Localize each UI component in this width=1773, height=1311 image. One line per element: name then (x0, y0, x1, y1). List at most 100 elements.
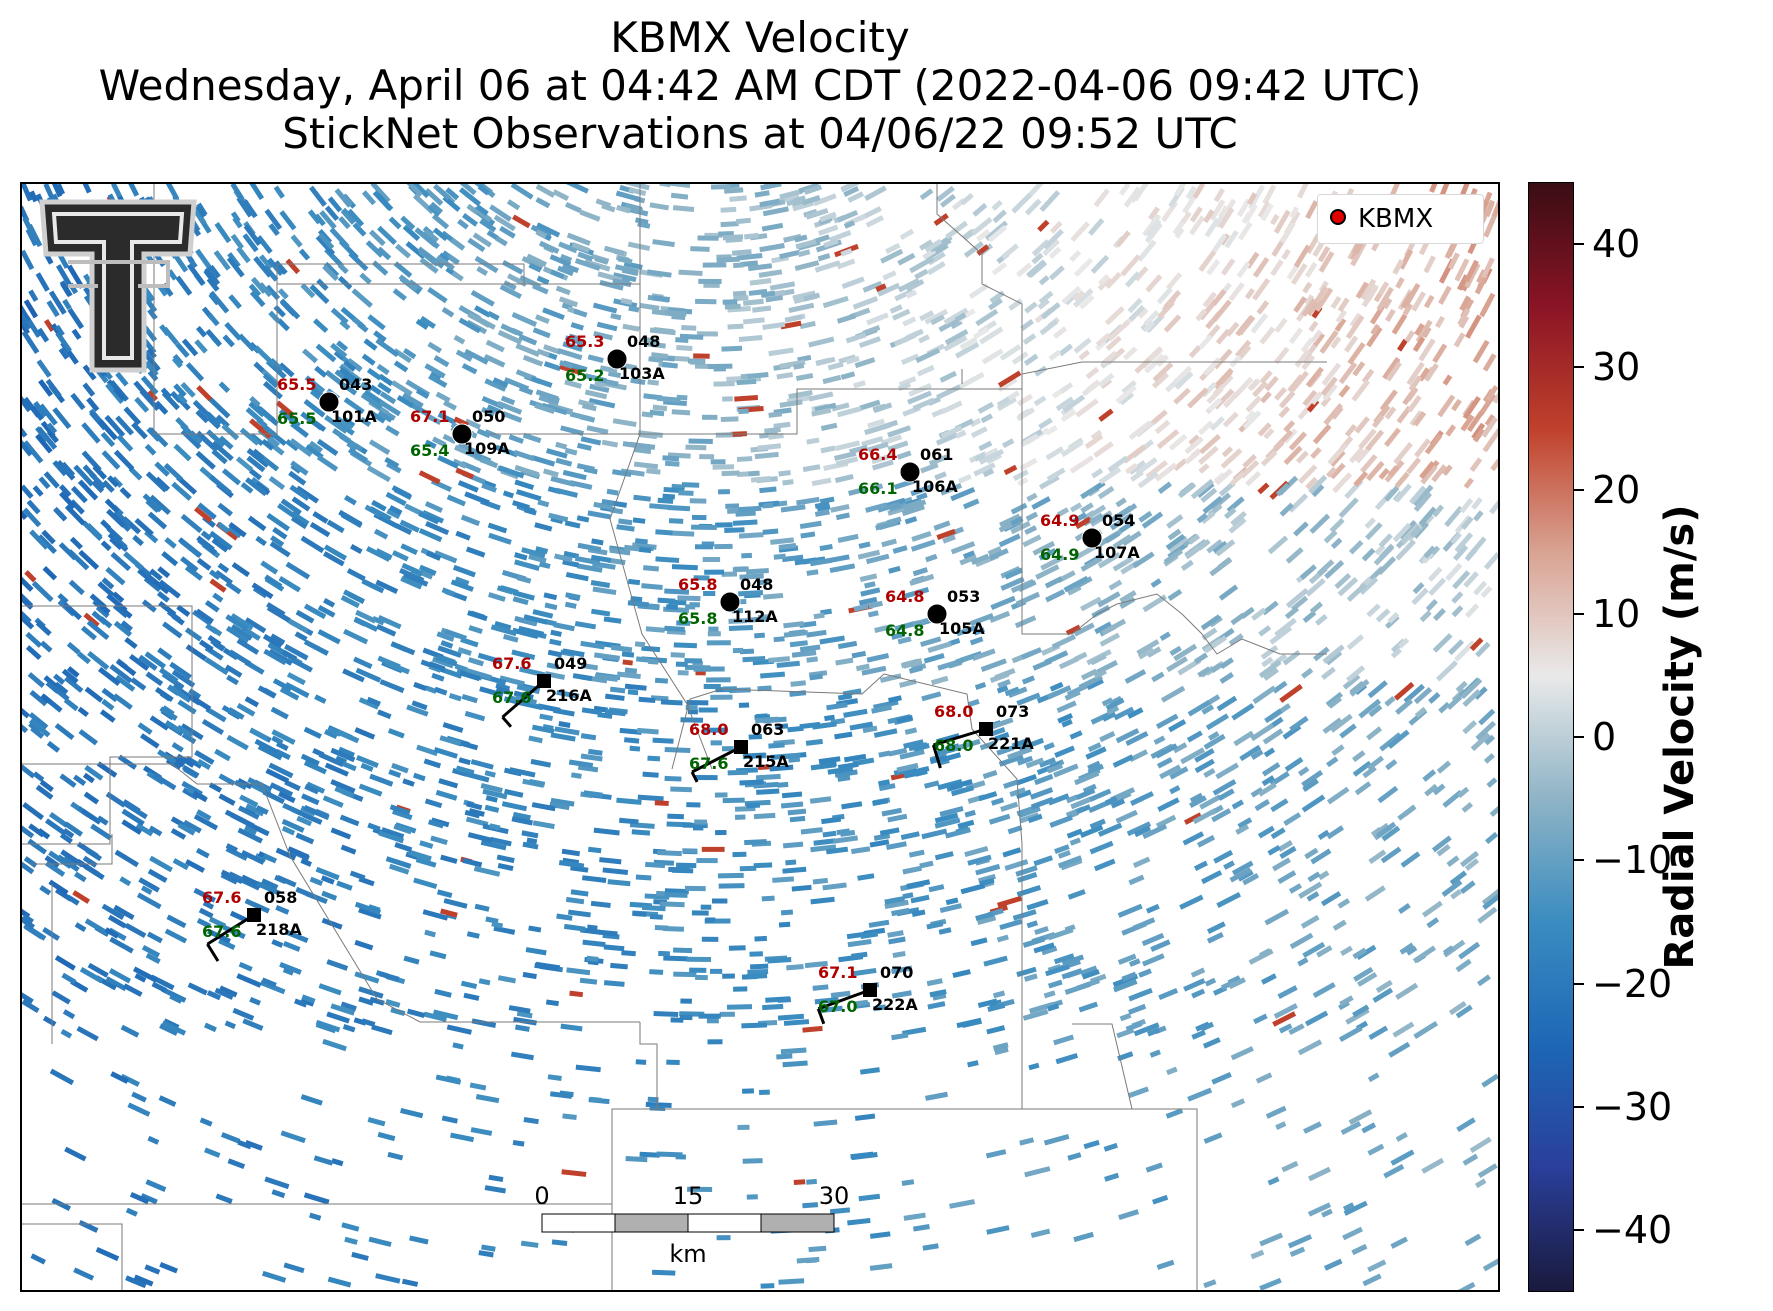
map-canvas: 65.5 043 65.5 101A 65.3 048 65.2 103A 67.1 050 65.… (22, 184, 1498, 1290)
title-line-2: Wednesday, April 06 at 04:42 AM CDT (202… (98, 61, 1422, 110)
texas-tech-logo-icon (39, 199, 197, 373)
station-temperature: 67.6 (492, 654, 531, 673)
title-line-3: StickNet Observations at 04/06/22 09:52 … (282, 109, 1238, 158)
colorbar-tick-label: −20 (1592, 961, 1673, 1006)
scale-bar-segment (687, 1213, 762, 1233)
station-103A: 65.3 048 65.2 103A (565, 332, 665, 385)
colorbar-tick (1574, 859, 1584, 862)
station-temperature: 64.8 (885, 587, 924, 606)
station-id: 218A (256, 920, 302, 939)
station-222A: 67.1 070 67.0 222A (816, 963, 918, 1025)
station-dewpoint: 65.8 (678, 609, 717, 628)
title-line-1: KBMX Velocity (610, 13, 910, 62)
station-dewpoint: 67.6 (492, 688, 531, 707)
colorbar-tick-label: −40 (1592, 1208, 1673, 1253)
station-107A: 64.9 054 64.9 107A (1040, 511, 1140, 564)
wind-barb-flag-icon (206, 943, 220, 962)
station-wind-direction: 043 (339, 375, 372, 394)
station-216A: 67.6 049 67.6 216A (492, 654, 592, 728)
station-id: 112A (732, 607, 778, 626)
colorbar-tick (1574, 1229, 1584, 1232)
station-dewpoint: 65.4 (410, 441, 449, 460)
colorbar-tick-label: 30 (1592, 345, 1641, 389)
station-109A: 67.1 050 65.4 109A (410, 407, 510, 460)
colorbar-tick-label: 40 (1592, 221, 1641, 266)
county-boundaries (22, 184, 1327, 1290)
station-101A: 65.5 043 65.5 101A (277, 375, 377, 428)
calm-wind-circle-icon (1081, 527, 1103, 549)
station-id: 107A (1094, 543, 1140, 562)
station-id: 221A (988, 734, 1034, 753)
station-temperature: 64.9 (1040, 511, 1079, 530)
colorbar (1528, 182, 1574, 1292)
calm-wind-circle-icon (451, 423, 473, 445)
scale-bar: 0 15 30 km (534, 1182, 849, 1268)
station-215A: 68.0 063 67.6 215A (689, 720, 789, 783)
station-temperature: 65.3 (565, 332, 604, 351)
station-dewpoint: 64.9 (1040, 545, 1079, 564)
station-dewpoint: 68.0 (934, 736, 973, 755)
radar-site-marker-icon (1330, 209, 1346, 225)
legend-label: KBMX (1358, 204, 1434, 234)
colorbar-tick (1574, 489, 1584, 492)
colorbar-tick-label: 0 (1592, 715, 1617, 759)
wind-barb-icon (691, 745, 742, 774)
station-wind-direction: 054 (1102, 511, 1135, 530)
station-wind-direction: 061 (920, 445, 953, 464)
colorbar-tick (1574, 366, 1584, 368)
scale-bar-unit: km (669, 1240, 706, 1268)
station-temperature: 68.0 (689, 720, 728, 739)
station-temperature: 65.8 (678, 575, 717, 594)
colorbar-tick-label: −10 (1592, 838, 1673, 883)
colorbar-tick-label: −30 (1592, 1085, 1673, 1129)
station-wind-direction: 063 (751, 720, 784, 739)
calm-wind-circle-icon (719, 591, 741, 613)
scale-bar-segment (614, 1213, 689, 1233)
station-wind-direction: 050 (472, 407, 505, 426)
wind-barb-flag-icon (690, 771, 699, 783)
station-dewpoint: 64.8 (885, 621, 924, 640)
map-legend: KBMX (1317, 194, 1484, 244)
station-wind-direction: 048 (627, 332, 660, 351)
station-dewpoint: 67.6 (689, 754, 728, 773)
station-temperature: 67.1 (818, 963, 857, 982)
station-wind-direction: 073 (996, 702, 1029, 721)
scale-bar-segment (541, 1213, 616, 1233)
station-square-marker-icon (734, 740, 748, 754)
scale-bar-label: 15 (673, 1182, 704, 1210)
scale-bar-segment (760, 1213, 835, 1233)
station-218A: 67.6 058 67.6 218A (202, 888, 302, 962)
station-id: 101A (331, 407, 377, 426)
wind-barb-flag-icon (816, 1008, 826, 1025)
station-id: 105A (939, 619, 985, 638)
station-dewpoint: 65.5 (277, 409, 316, 428)
colorbar-tick (1574, 736, 1584, 738)
station-temperature: 67.6 (202, 888, 241, 907)
colorbar-tick (1574, 982, 1584, 985)
station-221A: 68.0 073 68.0 221A (931, 702, 1034, 769)
station-id: 216A (546, 686, 592, 705)
calm-wind-circle-icon (926, 603, 948, 625)
scale-bar-label: 30 (819, 1182, 850, 1210)
colorbar-tick-label: 10 (1592, 591, 1641, 636)
station-112A: 65.8 048 65.8 112A (678, 575, 778, 628)
scale-bar-label: 0 (534, 1182, 549, 1210)
station-square-marker-icon (537, 674, 551, 688)
station-dewpoint: 66.1 (858, 479, 897, 498)
wind-barb-icon (932, 727, 987, 747)
station-wind-direction: 070 (880, 963, 913, 982)
calm-wind-circle-icon (318, 391, 340, 413)
station-dewpoint: 67.6 (202, 922, 241, 941)
station-wind-direction: 053 (947, 587, 980, 606)
sticknet-stations: 65.5 043 65.5 101A 65.3 048 65.2 103A 67.1 050 65.… (202, 332, 1140, 1025)
station-temperature: 68.0 (934, 702, 973, 721)
wind-barb-icon (206, 913, 255, 946)
colorbar-tick (1574, 612, 1584, 615)
radar-map: 65.5 043 65.5 101A 65.3 048 65.2 103A 67.1 050 65.… (20, 182, 1500, 1292)
station-id: 106A (912, 477, 958, 496)
colorbar-tick (1574, 242, 1584, 245)
station-dewpoint: 65.2 (565, 366, 604, 385)
station-square-marker-icon (979, 722, 993, 736)
station-id: 103A (619, 364, 665, 383)
station-temperature: 66.4 (858, 445, 897, 464)
